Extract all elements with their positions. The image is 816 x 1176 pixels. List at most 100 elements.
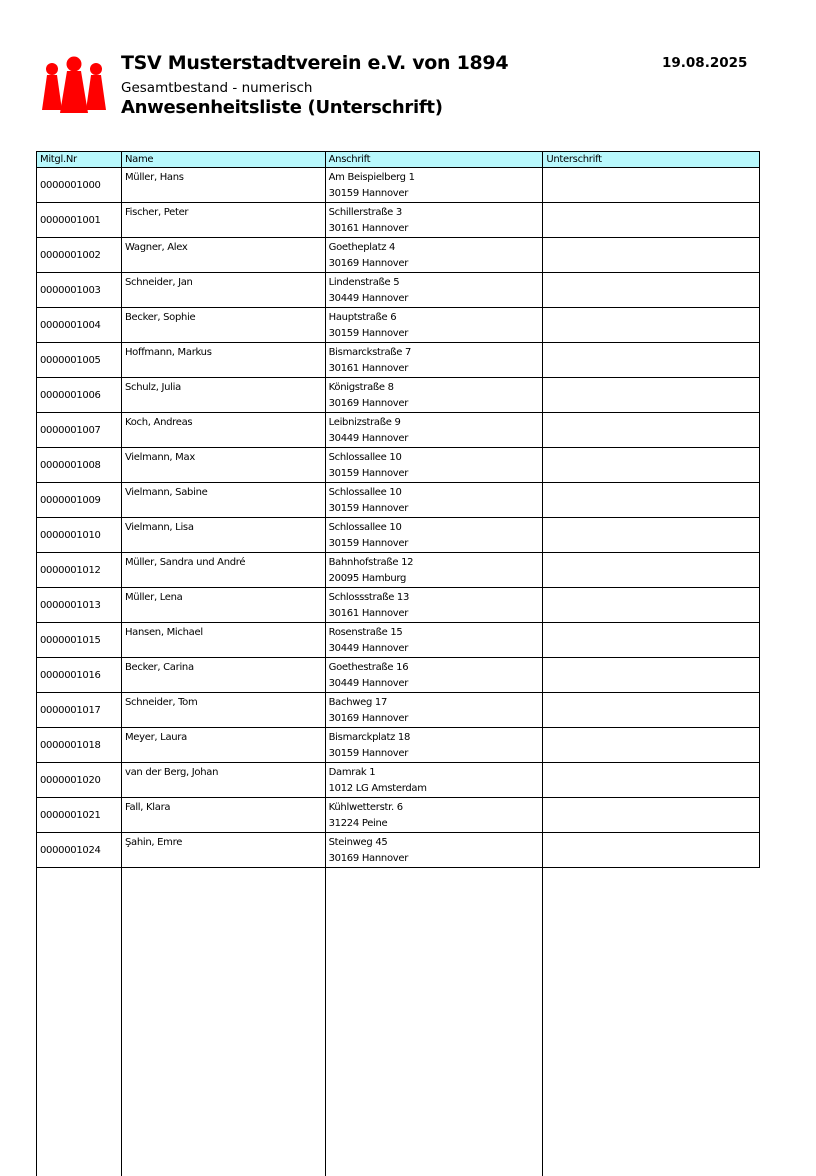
empty-cell <box>36 867 122 1176</box>
column-header-number: Mitgl.Nr <box>36 151 122 168</box>
address-street: Rosenstraße 15 <box>328 627 403 638</box>
empty-cell <box>324 867 544 1176</box>
table-row: 0000001004 Becker, Sophie Hauptstraße 6 3… <box>36 307 760 343</box>
address-city: 30159 Hannover <box>328 468 409 479</box>
member-number: 0000001008 <box>36 447 122 483</box>
member-address: Bachweg 17 30169 Hannover <box>324 692 544 728</box>
member-address: Rosenstraße 15 30449 Hannover <box>324 622 544 658</box>
address-street: Steinweg 45 <box>328 837 388 848</box>
address-street: Schlossstraße 13 <box>328 592 410 603</box>
member-number: 0000001005 <box>36 342 122 378</box>
signature-cell[interactable] <box>542 587 760 623</box>
signature-cell[interactable] <box>542 167 760 203</box>
address-street: Leibnizstraße 9 <box>328 417 401 428</box>
address-city: 30169 Hannover <box>328 258 409 269</box>
address-city: 30449 Hannover <box>328 643 409 654</box>
member-name: Şahin, Emre <box>120 832 326 868</box>
signature-cell[interactable] <box>542 377 760 413</box>
table-row: 0000001016 Becker, Carina Goethestraße 1… <box>36 657 760 693</box>
table-row: 0000001007 Koch, Andreas Leibnizstraße 9… <box>36 412 760 448</box>
signature-cell[interactable] <box>542 552 760 588</box>
table-row: 0000001020 van der Berg, Johan Damrak 1 1… <box>36 762 760 798</box>
signature-cell[interactable] <box>542 412 760 448</box>
address-city: 30449 Hannover <box>328 678 409 689</box>
signature-cell[interactable] <box>542 447 760 483</box>
signature-cell[interactable] <box>542 237 760 273</box>
address-city: 30161 Hannover <box>328 608 409 619</box>
address-city: 1012 LG Amsterdam <box>328 783 427 794</box>
signature-cell[interactable] <box>542 622 760 658</box>
member-name: Müller, Sandra und André <box>120 552 326 588</box>
signature-cell[interactable] <box>542 517 760 553</box>
member-address: Schlossallee 10 30159 Hannover <box>324 482 544 518</box>
member-address: Schlossallee 10 30159 Hannover <box>324 517 544 553</box>
table-row: 0000001002 Wagner, Alex Goetheplatz 4 301… <box>36 237 760 273</box>
table-row: 0000001006 Schulz, Julia Königstraße 8 30… <box>36 377 760 413</box>
signature-cell[interactable] <box>542 797 760 833</box>
column-header-signature: Unterschrift <box>542 151 760 168</box>
address-city: 30159 Hannover <box>328 503 409 514</box>
address-city: 30159 Hannover <box>328 328 409 339</box>
member-number: 0000001015 <box>36 622 122 658</box>
signature-cell[interactable] <box>542 482 760 518</box>
address-street: Bismarckstraße 7 <box>328 347 412 358</box>
column-header-address: Anschrift <box>324 151 544 168</box>
address-street: Damrak 1 <box>328 767 376 778</box>
member-name: Vielmann, Lisa <box>120 517 326 553</box>
member-name: Hansen, Michael <box>120 622 326 658</box>
member-number: 0000001009 <box>36 482 122 518</box>
signature-cell[interactable] <box>542 202 760 238</box>
member-address: Bahnhofstraße 12 20095 Hamburg <box>324 552 544 588</box>
signature-cell[interactable] <box>542 307 760 343</box>
member-name: Fischer, Peter <box>120 202 326 238</box>
people-figures-logo-icon <box>42 56 106 113</box>
member-number: 0000001012 <box>36 552 122 588</box>
address-street: Lindenstraße 5 <box>328 277 400 288</box>
member-name: Hoffmann, Markus <box>120 342 326 378</box>
address-city: 30449 Hannover <box>328 433 409 444</box>
table-row: 0000001000 Müller, Hans Am Beispielberg … <box>36 167 760 203</box>
address-street: Schillerstraße 3 <box>328 207 403 218</box>
address-street: Hauptstraße 6 <box>328 312 397 323</box>
signature-cell[interactable] <box>542 692 760 728</box>
address-street: Schlossallee 10 <box>328 452 402 463</box>
table-row: 0000001005 Hoffmann, Markus Bismarckstra… <box>36 342 760 378</box>
table-header-row: Mitgl.Nr Name Anschrift Unterschrift <box>36 151 760 168</box>
member-name: Schneider, Tom <box>120 692 326 728</box>
member-number: 0000001018 <box>36 727 122 763</box>
signature-cell[interactable] <box>542 272 760 308</box>
member-number: 0000001007 <box>36 412 122 448</box>
member-name: Vielmann, Max <box>120 447 326 483</box>
member-number: 0000001002 <box>36 237 122 273</box>
table-row: 0000001009 Vielmann, Sabine Schlossallee… <box>36 482 760 518</box>
member-number: 0000001000 <box>36 167 122 203</box>
table-row: 0000001001 Fischer, Peter Schillerstraße… <box>36 202 760 238</box>
address-street: Goethestraße 16 <box>328 662 409 673</box>
address-city: 30159 Hannover <box>328 748 409 759</box>
list-title: Anwesenheitsliste (Unterschrift) <box>121 97 443 118</box>
member-name: Becker, Sophie <box>120 307 326 343</box>
member-name: Becker, Carina <box>120 657 326 693</box>
table-row: 0000001018 Meyer, Laura Bismarckplatz 18… <box>36 727 760 763</box>
address-city: 30161 Hannover <box>328 223 409 234</box>
member-number: 0000001004 <box>36 307 122 343</box>
club-title: TSV Musterstadtverein e.V. von 1894 <box>121 52 509 74</box>
table-row: 0000001008 Vielmann, Max Schlossallee 10… <box>36 447 760 483</box>
address-city: 30449 Hannover <box>328 293 409 304</box>
member-name: Schneider, Jan <box>120 272 326 308</box>
address-city: 30161 Hannover <box>328 363 409 374</box>
signature-cell[interactable] <box>542 762 760 798</box>
signature-cell[interactable] <box>542 727 760 763</box>
member-name: Fall, Klara <box>120 797 326 833</box>
empty-cell <box>542 867 760 1176</box>
member-address: Goetheplatz 4 30169 Hannover <box>324 237 544 273</box>
signature-cell[interactable] <box>542 657 760 693</box>
signature-cell[interactable] <box>542 832 760 868</box>
table-row: 0000001010 Vielmann, Lisa Schlossallee 1… <box>36 517 760 553</box>
member-number: 0000001016 <box>36 657 122 693</box>
empty-filler-row <box>36 867 760 1176</box>
member-address: Hauptstraße 6 30159 Hannover <box>324 307 544 343</box>
member-number: 0000001010 <box>36 517 122 553</box>
address-street: Bismarckplatz 18 <box>328 732 411 743</box>
signature-cell[interactable] <box>542 342 760 378</box>
